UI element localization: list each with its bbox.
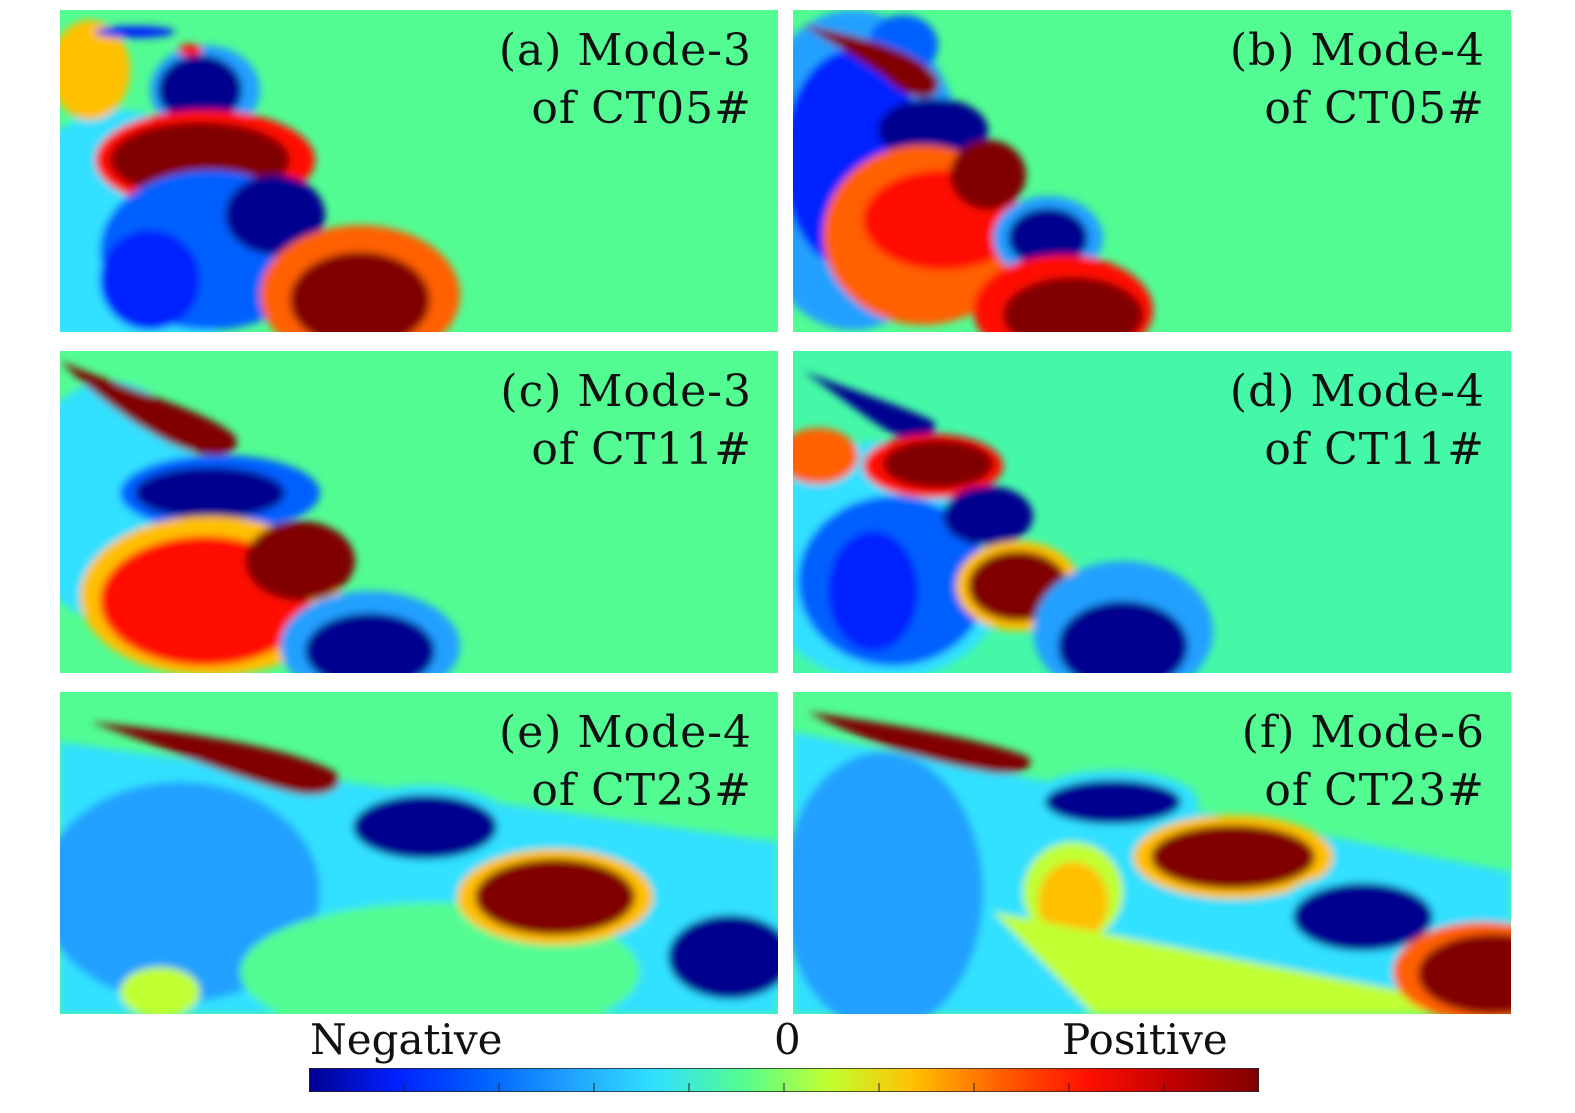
panel-f: (f) Mode-6 of CT23# (793, 692, 1511, 1014)
panel-label-a: (a) Mode-3 of CT05# (499, 22, 752, 138)
panel-title: (c) Mode-3 (500, 366, 752, 417)
panel-c: (c) Mode-3 of CT11# (60, 351, 778, 673)
panel-e: (e) Mode-4 of CT23# (60, 692, 778, 1014)
panel-subtitle: of CT05# (531, 83, 752, 134)
panel-subtitle: of CT11# (1264, 424, 1485, 475)
colorbar-zero-label: 0 (774, 1015, 801, 1064)
panel-b: (b) Mode-4 of CT05# (793, 10, 1511, 332)
panel-title: (a) Mode-3 (498, 25, 752, 76)
colorbar-negative-label: Negative (310, 1015, 503, 1064)
panel-subtitle: of CT11# (531, 424, 752, 475)
mode-field-e (60, 692, 778, 1014)
panel-label-d: (d) Mode-4 of CT11# (1230, 363, 1485, 479)
panel-subtitle: of CT23# (531, 765, 752, 816)
panel-label-b: (b) Mode-4 of CT05# (1230, 22, 1485, 138)
mode-field-a (60, 10, 778, 332)
colorbar (309, 1068, 1259, 1092)
panel-d: (d) Mode-4 of CT11# (793, 351, 1511, 673)
panel-a: (a) Mode-3 of CT05# (60, 10, 778, 332)
panel-title: (f) Mode-6 (1241, 707, 1485, 758)
panel-title: (d) Mode-4 (1229, 366, 1485, 417)
panel-title: (b) Mode-4 (1229, 25, 1485, 76)
panel-label-e: (e) Mode-4 of CT23# (499, 704, 752, 820)
panel-label-c: (c) Mode-3 of CT11# (500, 363, 752, 479)
panel-subtitle: of CT05# (1264, 83, 1485, 134)
colorbar-positive-label: Positive (1062, 1015, 1228, 1064)
mode-field-d (793, 351, 1511, 673)
panel-label-f: (f) Mode-6 of CT23# (1242, 704, 1485, 820)
mode-field-f (793, 692, 1511, 1014)
mode-field-b (793, 10, 1511, 332)
panel-title: (e) Mode-4 (499, 707, 752, 758)
panel-subtitle: of CT23# (1264, 765, 1485, 816)
mode-field-c (60, 351, 778, 673)
